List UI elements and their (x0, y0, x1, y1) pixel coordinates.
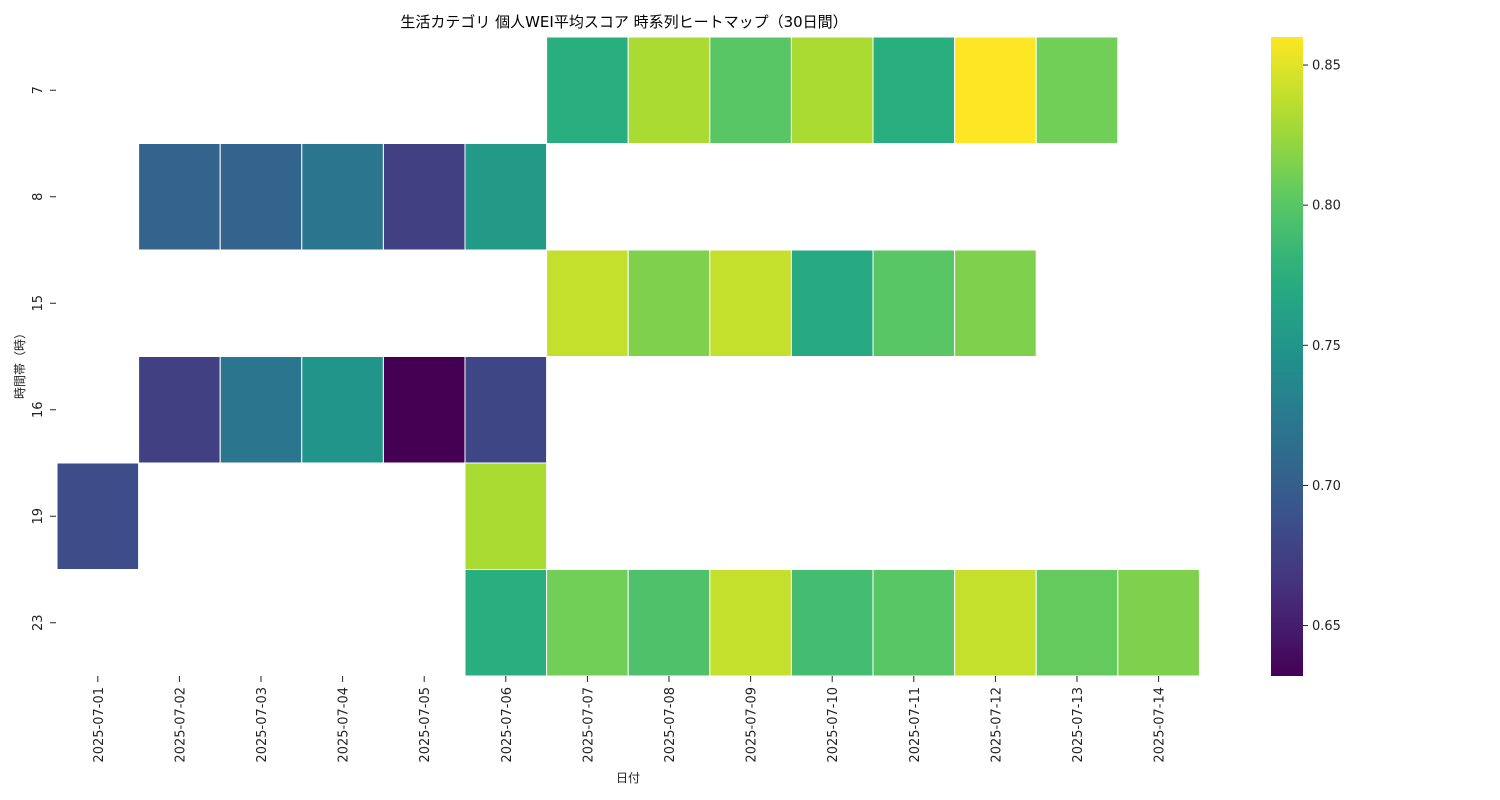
heatmap-cell (709, 569, 792, 677)
heatmap-cell (872, 569, 956, 677)
heatmap-cell (464, 356, 548, 464)
x-tick-label: 2025-07-06 (500, 687, 515, 763)
y-tick-label: 23 (31, 614, 46, 631)
heatmap-cell (954, 249, 1037, 357)
heatmap-cell (709, 249, 792, 357)
x-tick-label: 2025-07-08 (663, 687, 678, 763)
heatmap-cell (790, 36, 874, 144)
heatmap-cell (138, 143, 221, 251)
heatmap-cell (790, 249, 874, 357)
y-tick-label: 15 (31, 295, 46, 312)
heatmap-cell (464, 143, 548, 251)
heatmap-cell (546, 249, 629, 357)
heatmap-cell (1035, 36, 1119, 144)
x-tick-label: 2025-07-09 (745, 687, 760, 763)
heatmap-cell (464, 462, 548, 570)
x-tick-label: 2025-07-11 (908, 687, 923, 763)
y-tick-label: 8 (31, 193, 46, 201)
heatmap-cell (301, 143, 384, 251)
x-tick-label: 2025-07-04 (337, 687, 352, 763)
heatmap-cell (709, 36, 792, 144)
colorbar-ticks: 0.65 0.70 0.75 0.80 0.85 (1303, 59, 1341, 634)
x-tick-label: 2025-07-10 (826, 687, 841, 763)
y-tick-label: 16 (31, 401, 46, 418)
heatmap-cell (138, 356, 221, 464)
heatmap-cell (872, 36, 956, 144)
colorbar-tick-label: 0.70 (1312, 479, 1341, 494)
y-axis-label: 時間帯（時） (13, 327, 27, 399)
chart-title: 生活カテゴリ 個人WEI平均スコア 時系列ヒートマップ（30日間） (400, 13, 847, 31)
heatmap-cell (790, 569, 874, 677)
colorbar-tick-label: 0.65 (1312, 619, 1341, 634)
heatmap-cells (56, 36, 1200, 677)
axis-ticks: 7 8 15 16 19 23 2025-07-01 2025-07-02 2025-07-03… (31, 86, 1168, 762)
heatmap-cell (546, 569, 629, 677)
y-tick-label: 19 (31, 508, 46, 525)
heatmap-cell (1035, 569, 1119, 677)
colorbar-tick-label: 0.80 (1312, 199, 1341, 214)
x-axis-label: 日付 (616, 771, 640, 785)
heatmap-cell (954, 36, 1037, 144)
heatmap-cell (56, 462, 140, 570)
colorbar-tick-label: 0.85 (1312, 59, 1341, 74)
heatmap-cell (219, 356, 303, 464)
x-tick-label: 2025-07-03 (255, 687, 270, 763)
x-tick-label: 2025-07-14 (1153, 687, 1168, 763)
heatmap-cell (382, 356, 466, 464)
x-tick-label: 2025-07-01 (92, 687, 107, 763)
heatmap-cell (301, 356, 384, 464)
x-tick-label: 2025-07-13 (1071, 687, 1086, 763)
y-tick-label: 7 (31, 86, 46, 94)
x-tick-label: 2025-07-02 (173, 687, 188, 763)
heatmap-cell (1117, 569, 1200, 677)
heatmap-cell (464, 569, 548, 677)
x-tick-label: 2025-07-05 (418, 687, 433, 763)
heatmap-cell (627, 569, 711, 677)
heatmap-cell (627, 36, 711, 144)
heatmap-cell (627, 249, 711, 357)
heatmap-cell (872, 249, 956, 357)
x-tick-label: 2025-07-12 (989, 687, 1004, 763)
x-tick-label: 2025-07-07 (581, 687, 596, 763)
heatmap-cell (954, 569, 1037, 677)
heatmap-cell (219, 143, 303, 251)
heatmap-cell (546, 36, 629, 144)
colorbar (1271, 37, 1303, 676)
colorbar-tick-label: 0.75 (1312, 339, 1341, 354)
heatmap-cell (382, 143, 466, 251)
